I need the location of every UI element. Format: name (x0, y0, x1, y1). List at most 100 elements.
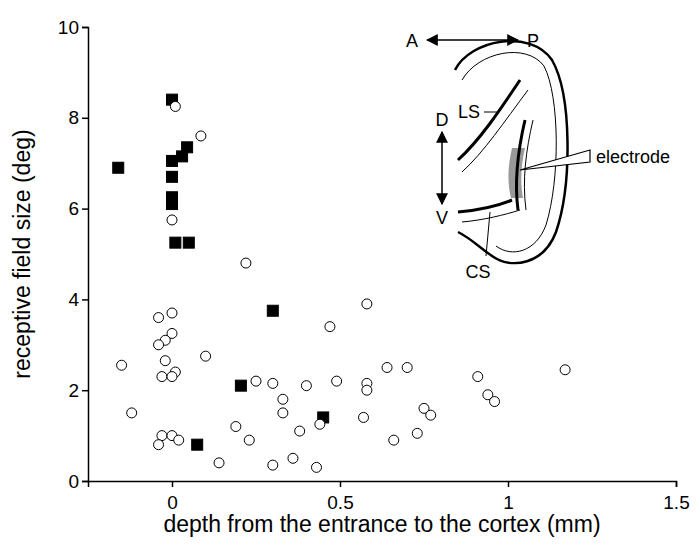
y-tick-label: 0 (68, 471, 79, 492)
point (426, 410, 436, 420)
y-tick-mark (82, 27, 88, 29)
point (231, 422, 241, 432)
x-axis: 0 0.5 1 1.5 (89, 481, 690, 513)
point (174, 435, 184, 445)
y-tick: 10 (58, 17, 88, 38)
y-tick-mark (82, 208, 88, 210)
y-tick-label: 4 (68, 289, 79, 310)
point (473, 372, 483, 382)
point (359, 412, 369, 422)
x-tick-mark (172, 481, 174, 487)
point (362, 385, 372, 395)
point (268, 378, 278, 388)
x-axis-title: depth from the entrance to the cortex (m… (163, 511, 600, 537)
point (251, 376, 261, 386)
point (167, 372, 177, 382)
point (295, 426, 305, 436)
point (278, 408, 288, 418)
inset-shape (458, 200, 512, 212)
inset-shape (516, 120, 525, 210)
point (170, 237, 181, 248)
inset-shape (484, 112, 498, 113)
y-tick: 8 (68, 107, 88, 128)
x-tick: 0.5 (327, 481, 353, 513)
point (157, 372, 167, 382)
y-tick-label: 10 (58, 17, 79, 38)
inset-label: P (527, 31, 539, 51)
point (154, 313, 164, 323)
point (167, 215, 177, 225)
y-tick-label: 6 (68, 198, 79, 219)
inset-shape (524, 120, 533, 210)
point (192, 439, 203, 450)
y-axis-line (82, 28, 89, 482)
point (154, 440, 164, 450)
y-tick-mark (82, 118, 88, 120)
inset-shape (458, 80, 520, 160)
x-tick: 0 (167, 481, 178, 513)
point (311, 462, 321, 472)
point (201, 351, 211, 361)
y-tick: 2 (68, 380, 88, 401)
point (235, 380, 246, 391)
point (154, 340, 164, 350)
point (183, 237, 194, 248)
point (113, 162, 124, 173)
x-axis-line (89, 482, 677, 488)
point (167, 199, 178, 210)
point (389, 435, 399, 445)
y-tick-mark (82, 390, 88, 392)
point (127, 408, 137, 418)
inset-label: A (406, 31, 418, 51)
point (167, 171, 178, 182)
x-tick-label: 1.5 (663, 492, 689, 513)
dv-arrow (441, 132, 443, 204)
point (244, 435, 254, 445)
y-tick-label: 2 (68, 380, 79, 401)
inset: APDVLSCSelectrode (406, 31, 670, 282)
point (412, 428, 422, 438)
inset-shape (462, 52, 556, 251)
point (490, 397, 500, 407)
point (325, 322, 335, 332)
inset-label: electrode (596, 147, 670, 167)
x-tick-mark (508, 481, 510, 487)
inset-label: D (436, 110, 449, 130)
x-tick: 1 (503, 481, 514, 513)
inset-shape (462, 210, 520, 222)
inset-shape (455, 41, 568, 263)
point (241, 258, 251, 268)
point (278, 394, 288, 404)
point (362, 299, 372, 309)
point (160, 356, 170, 366)
point (332, 376, 342, 386)
inset-label: CS (465, 262, 490, 282)
point (117, 360, 127, 370)
points (113, 94, 570, 472)
point (267, 305, 278, 316)
y-tick: 4 (68, 289, 88, 310)
x-tick-label: 1 (503, 492, 514, 513)
point (214, 458, 224, 468)
inset-shape (520, 150, 590, 170)
point (167, 308, 177, 318)
y-axis-title: receptive field size (deg) (9, 129, 35, 378)
x-tick-label: 0.5 (327, 492, 353, 513)
point (301, 381, 311, 391)
x-tick-mark (340, 481, 342, 487)
y-tick-label: 8 (68, 107, 79, 128)
x-tick-mark (676, 481, 678, 487)
y-tick-mark (82, 481, 88, 483)
point (170, 101, 180, 111)
point (382, 363, 392, 373)
inset-label: LS (458, 102, 480, 122)
inset-shape (486, 212, 490, 256)
point (167, 155, 178, 166)
point (288, 453, 298, 463)
point (402, 363, 412, 373)
x-tick: 1.5 (663, 481, 689, 513)
point (196, 131, 206, 141)
y-tick: 0 (68, 471, 88, 492)
y-tick: 6 (68, 198, 88, 219)
point (182, 142, 193, 153)
